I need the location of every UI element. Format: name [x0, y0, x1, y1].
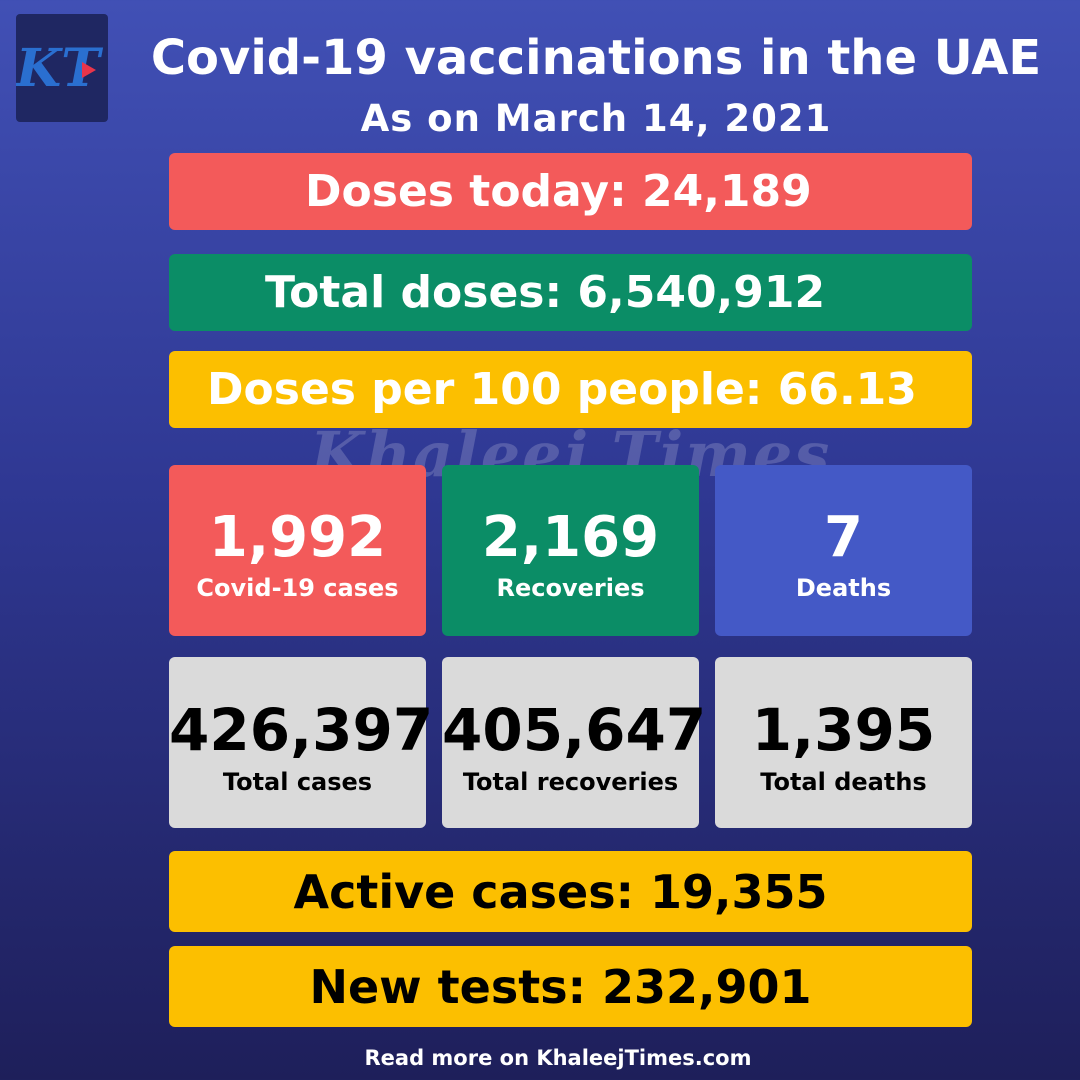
- total-deaths-label: Total deaths: [760, 768, 927, 796]
- daily-recoveries-label: Recoveries: [496, 574, 645, 602]
- read-more-link[interactable]: Read more on KhaleejTimes.com: [364, 1046, 752, 1070]
- total-cases-label: Total cases: [222, 768, 373, 796]
- logo-mark: KT: [16, 38, 103, 99]
- total-deaths-card: 1,395 Total deaths: [715, 657, 972, 828]
- doses-per-100-banner: Doses per 100 people: 66.13: [169, 351, 972, 428]
- total-cases-value: 426,397: [169, 696, 434, 764]
- doses-per-100-text: Doses per 100 people: 66.13: [207, 364, 917, 415]
- total-recoveries-card: 405,647 Total recoveries: [442, 657, 707, 828]
- daily-cases-value: 1,992: [208, 505, 387, 570]
- total-doses-banner: Total doses: 6,540,912: [169, 254, 972, 331]
- daily-recoveries-card: 2,169 Recoveries: [442, 465, 699, 636]
- daily-cases-card: 1,992 Covid-19 cases: [169, 465, 426, 636]
- doses-today-text: Doses today: 24,189: [305, 166, 812, 217]
- new-tests-banner: New tests: 232,901: [169, 946, 972, 1027]
- doses-today-banner: Doses today: 24,189: [169, 153, 972, 230]
- daily-deaths-label: Deaths: [795, 574, 892, 602]
- total-recoveries-label: Total recoveries: [462, 768, 679, 796]
- total-doses-text: Total doses: 6,540,912: [265, 267, 826, 318]
- active-cases-text: Active cases: 19,355: [293, 864, 828, 919]
- page-subtitle: As on March 14, 2021: [360, 97, 832, 140]
- total-cases-card: 426,397 Total cases: [169, 657, 434, 828]
- daily-deaths-value: 7: [824, 505, 863, 570]
- page-title: Covid-19 vaccinations in the UAE: [150, 30, 1042, 86]
- khaleej-times-logo-icon: KT: [16, 14, 108, 122]
- active-cases-banner: Active cases: 19,355: [169, 851, 972, 932]
- daily-cases-label: Covid-19 cases: [196, 574, 399, 602]
- new-tests-text: New tests: 232,901: [309, 959, 812, 1014]
- daily-recoveries-value: 2,169: [481, 505, 660, 570]
- total-recoveries-value: 405,647: [442, 696, 707, 764]
- daily-deaths-card: 7 Deaths: [715, 465, 972, 636]
- total-deaths-value: 1,395: [751, 696, 936, 764]
